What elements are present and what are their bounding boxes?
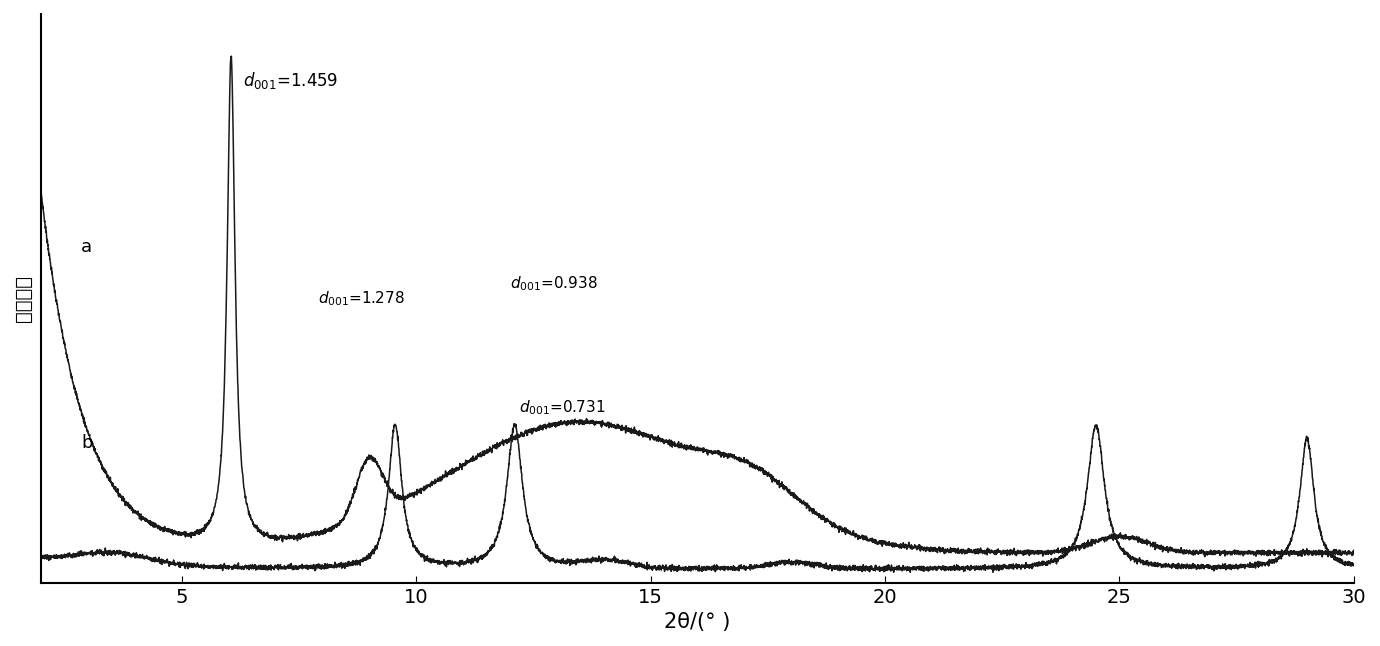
Text: $d_{001}$=1.459: $d_{001}$=1.459 [243, 70, 338, 91]
Text: a: a [81, 238, 92, 256]
Text: $d_{001}$=1.278: $d_{001}$=1.278 [317, 289, 404, 308]
Text: b: b [81, 434, 92, 452]
X-axis label: 2θ/(° ): 2θ/(° ) [664, 612, 730, 632]
Text: $d_{001}$=0.731: $d_{001}$=0.731 [519, 398, 606, 417]
Y-axis label: 相对强度: 相对强度 [14, 275, 33, 322]
Text: $d_{001}$=0.938: $d_{001}$=0.938 [511, 274, 598, 293]
